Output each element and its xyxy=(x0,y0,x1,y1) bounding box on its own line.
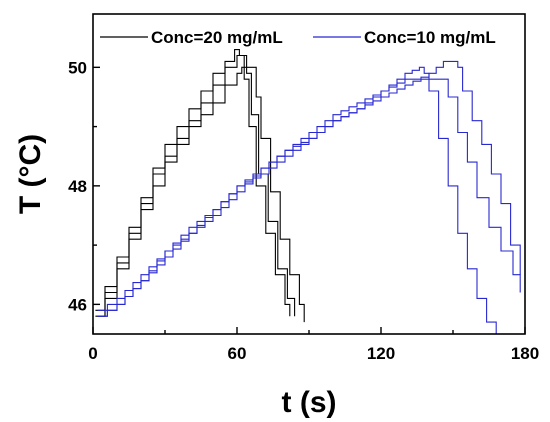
series-1-run-0-line xyxy=(97,66,497,334)
series-1-run-2-line xyxy=(97,60,521,311)
legend-label-series-1: Conc=10 mg/mL xyxy=(364,28,496,47)
x-tick-label-60: 60 xyxy=(228,344,247,363)
y-ticks: 46 48 50 xyxy=(68,58,100,314)
y-tick-label-50: 50 xyxy=(68,58,87,77)
series-0-run-0-line xyxy=(95,49,291,317)
y-tick-label-46: 46 xyxy=(68,295,87,314)
plot-lines xyxy=(95,49,521,334)
x-tick-label-120: 120 xyxy=(367,344,395,363)
series-0-run-1-line xyxy=(95,54,296,317)
x-axis-title: t (s) xyxy=(282,386,337,419)
series-0-run-2-line xyxy=(97,66,305,323)
series-1-run-1-line xyxy=(97,78,521,317)
y-tick-label-48: 48 xyxy=(68,177,87,196)
y-axis-title: T (°C) xyxy=(14,134,47,214)
x-tick-label-0: 0 xyxy=(88,344,97,363)
x-tick-label-180: 180 xyxy=(511,344,539,363)
legend-label-series-0: Conc=20 mg/mL xyxy=(151,28,283,47)
x-ticks: 0 60 120 180 xyxy=(88,327,539,363)
legend: Conc=20 mg/mL Conc=10 mg/mL xyxy=(100,28,496,47)
